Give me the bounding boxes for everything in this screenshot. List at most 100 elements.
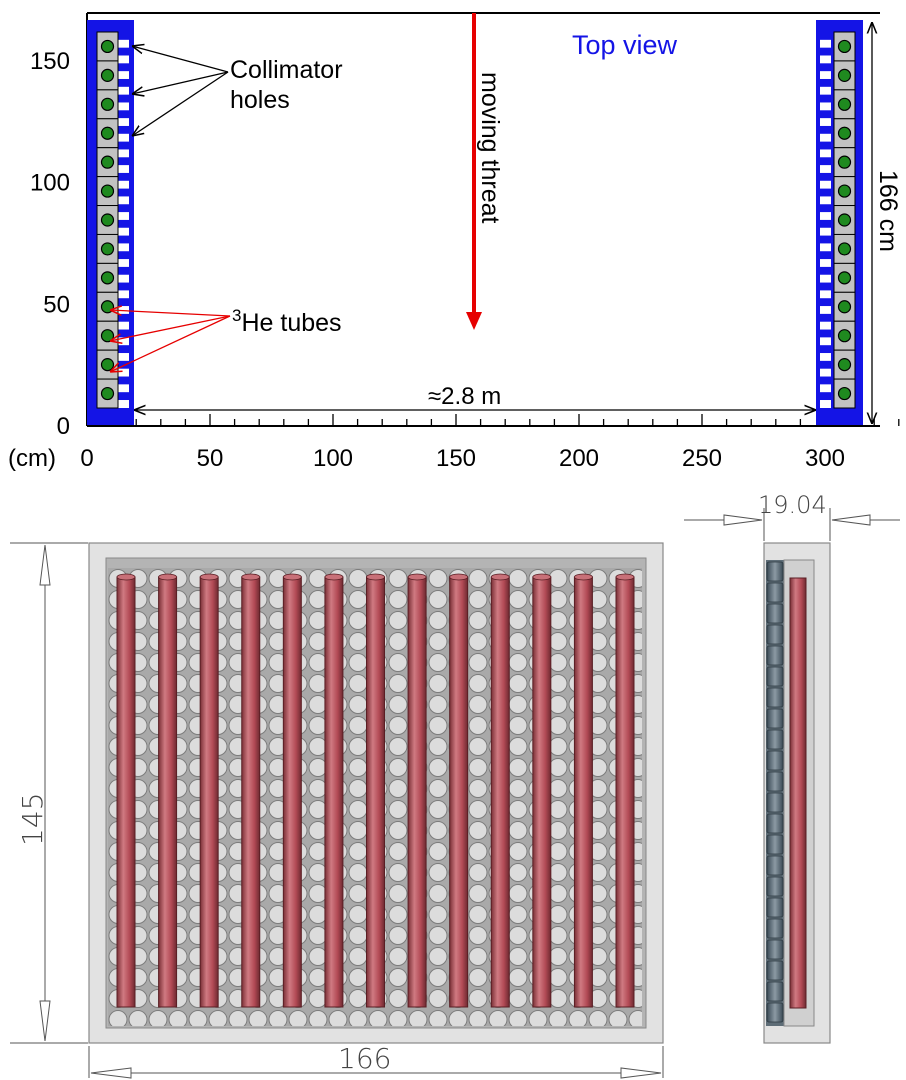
collimator-block	[118, 329, 129, 338]
side-collimator-module	[766, 729, 784, 750]
collimator-block	[118, 110, 129, 119]
front-he-tube	[407, 576, 427, 1008]
dim-1904-arrow-left	[723, 514, 763, 526]
he-tube-dot	[837, 358, 852, 372]
side-collimator-module	[766, 624, 784, 645]
threat-label: moving threat	[476, 72, 504, 224]
collimator-block	[820, 329, 831, 338]
collimator-arrow-3	[132, 71, 229, 136]
collimator-block	[820, 78, 831, 87]
collimator-block	[118, 141, 129, 150]
he-tube-dot	[100, 126, 115, 140]
he-tube-dot	[100, 242, 115, 256]
dim-1904-label: 19.04	[758, 491, 827, 519]
he-tube-dot	[837, 68, 852, 82]
collimator-arrow-1	[132, 46, 229, 73]
he-tube-dot	[100, 271, 115, 285]
height-label: 166 cm	[874, 170, 902, 252]
he-tubes-label: 3He tubes	[232, 306, 342, 337]
side-collimator-module	[766, 792, 784, 813]
threat-arrow-head	[466, 312, 482, 330]
dim-145-arrow-bottom	[39, 1000, 51, 1042]
side-collimator-module	[766, 897, 784, 918]
front-he-tube-cap	[324, 573, 344, 581]
front-he-tube-cap	[116, 573, 136, 581]
collimator-block	[118, 219, 129, 228]
he-arrow-1	[110, 310, 231, 317]
side-collimator-module	[766, 708, 784, 729]
front-he-tube	[116, 576, 136, 1008]
side-collimator-module	[766, 645, 784, 666]
side-collimator-module	[766, 981, 784, 1002]
front-he-tube	[324, 576, 344, 1008]
side-collimator-module	[766, 960, 784, 981]
side-collimator-module	[766, 666, 784, 687]
collimator-block	[820, 32, 831, 40]
he-label-text: He tubes	[241, 309, 341, 337]
he-tube-dot	[100, 300, 115, 314]
front-he-tube	[573, 576, 593, 1008]
he-superscript: 3	[232, 306, 241, 325]
x-tick-label: 200	[559, 445, 599, 472]
collimator-block	[820, 282, 831, 291]
front-he-tube-cap	[615, 573, 635, 581]
collimator-block	[118, 204, 129, 213]
dim-166-arrow-left	[90, 1067, 132, 1079]
collimator-block	[118, 63, 129, 72]
collimator-block	[118, 345, 129, 354]
collimator-block	[118, 298, 129, 307]
side-collimator-module	[766, 876, 784, 897]
dim-166-label: 166	[338, 1042, 391, 1075]
he-tube-dot	[100, 358, 115, 372]
side-collimator-module	[766, 918, 784, 939]
front-he-tube-cap	[158, 573, 177, 581]
side-collimator-module	[766, 750, 784, 771]
y-tick-label: 0	[57, 413, 70, 440]
he-tube-dot	[837, 213, 852, 227]
he-tube-dot	[100, 97, 115, 111]
x-tick-label: 150	[436, 445, 476, 472]
collimator-block	[118, 94, 129, 103]
he-tube-dot	[837, 271, 852, 285]
collimator-block	[118, 376, 129, 385]
he-tube-dot	[837, 39, 852, 54]
side-collimator-module	[766, 687, 784, 708]
collimator-block	[118, 392, 129, 401]
x-tick-label: 250	[682, 445, 722, 472]
he-tube-dot	[837, 329, 852, 343]
he-tube-dot	[100, 68, 115, 82]
he-tube-dot	[837, 126, 852, 140]
side-collimator-module	[766, 855, 784, 876]
front-he-tube	[199, 576, 219, 1008]
collimator-block	[118, 235, 129, 244]
collimator-block	[820, 125, 831, 134]
collimator-block	[820, 219, 831, 228]
front-he-tube-cap	[449, 573, 469, 581]
he-tube-dot	[837, 97, 852, 111]
collimator-block	[118, 172, 129, 181]
x-tick-label: 300	[805, 445, 845, 472]
collimator-block	[820, 94, 831, 103]
side-collimator-module	[766, 939, 784, 960]
side-collimator-module	[766, 582, 784, 603]
dim-1904-arrow-right	[831, 514, 871, 526]
front-he-tube	[282, 576, 302, 1008]
side-collimator-module	[766, 561, 784, 582]
front-he-tube-cap	[241, 573, 261, 581]
front-he-tube	[615, 576, 635, 1008]
collimator-block	[820, 360, 831, 369]
front-he-tube-cap	[407, 573, 427, 581]
collimator-block	[820, 392, 831, 401]
collimator-block	[820, 63, 831, 72]
front-he-tube-cap	[366, 573, 385, 581]
y-tick-label: 50	[43, 291, 70, 318]
collimator-block	[118, 78, 129, 87]
dim-145-arrow-top	[39, 544, 51, 586]
front-he-tube	[241, 576, 261, 1008]
collimator-block	[820, 298, 831, 307]
collimator-block	[118, 266, 129, 275]
side-he-tube	[789, 577, 807, 1009]
he-tube-dot	[100, 155, 115, 169]
collimator-block	[820, 266, 831, 275]
side-collimator-module	[766, 813, 784, 834]
